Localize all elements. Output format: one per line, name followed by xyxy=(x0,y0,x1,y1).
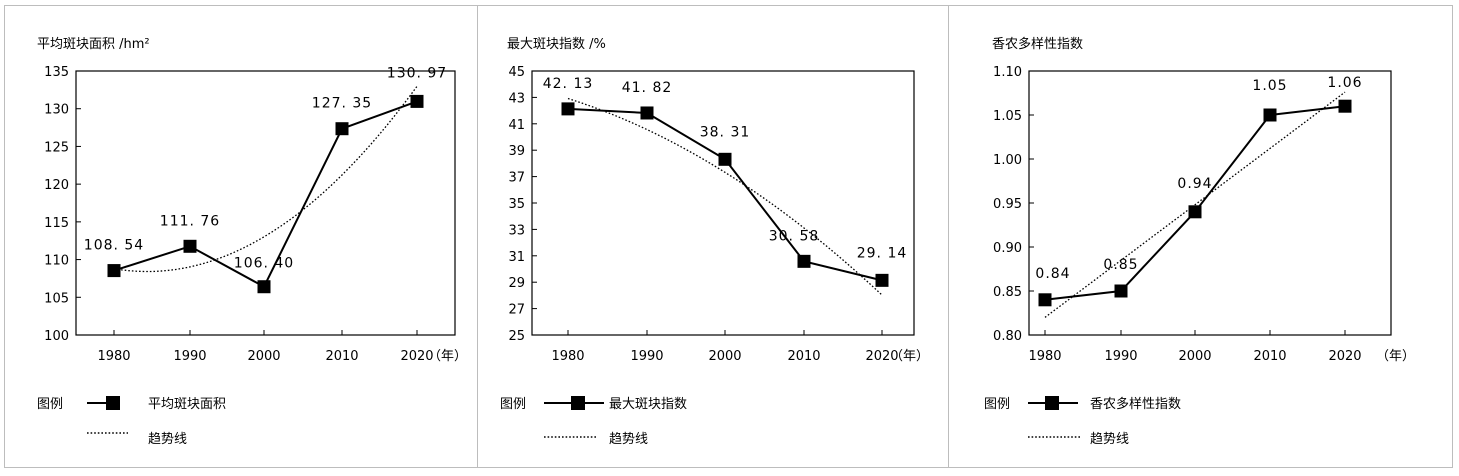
data-point-marker xyxy=(1038,293,1052,307)
legend-series-marker xyxy=(1045,396,1059,410)
x-tick-label: 1990 xyxy=(173,349,206,364)
data-label: 0.85 xyxy=(1103,257,1138,273)
y-tick-label: 37 xyxy=(508,171,525,186)
y-tick-label: 39 xyxy=(508,144,525,159)
data-label: 127. 35 xyxy=(312,96,372,112)
y-tick-label: 1.05 xyxy=(993,109,1022,124)
legend-series-label: 香农多样性指数 xyxy=(1090,396,1181,412)
y-tick-label: 1.10 xyxy=(993,65,1022,80)
chart-title: 平均斑块面积 /hm² xyxy=(37,37,150,52)
legend-trend-label: 趋势线 xyxy=(1090,431,1129,447)
y-tick-label: 35 xyxy=(508,197,525,212)
data-label: 111. 76 xyxy=(160,213,220,229)
legend-title: 图例 xyxy=(984,397,1010,412)
data-label: 30. 58 xyxy=(769,228,820,244)
y-tick-label: 1.00 xyxy=(993,153,1022,168)
y-tick-label: 45 xyxy=(508,65,525,80)
x-axis-unit-label: （年） xyxy=(1376,349,1415,364)
panel-divider xyxy=(477,5,478,468)
y-tick-label: 110 xyxy=(44,254,69,269)
legend-title: 图例 xyxy=(37,397,63,412)
y-tick-label: 0.85 xyxy=(993,285,1022,300)
data-label: 130. 97 xyxy=(387,65,447,81)
data-point-marker xyxy=(183,239,197,253)
y-tick-label: 130 xyxy=(44,103,69,118)
legend-series-label: 平均斑块面积 xyxy=(148,397,226,412)
data-label: 0.94 xyxy=(1177,176,1212,192)
x-axis-unit-label: （年） xyxy=(890,349,929,364)
x-tick-label: 1990 xyxy=(630,349,663,364)
data-label: 0.84 xyxy=(1035,266,1070,282)
plot-area xyxy=(75,70,456,336)
data-label: 108. 54 xyxy=(84,238,144,254)
data-point-marker xyxy=(797,254,811,268)
data-label: 38. 31 xyxy=(700,124,751,140)
panel-divider xyxy=(948,5,949,468)
data-point-marker xyxy=(410,94,424,108)
x-tick-label: 1980 xyxy=(551,349,584,364)
legend-series-marker xyxy=(106,396,120,410)
data-point-marker xyxy=(1263,108,1277,122)
y-tick-label: 29 xyxy=(508,276,525,291)
data-label: 42. 13 xyxy=(543,76,594,92)
x-tick-label: 1980 xyxy=(97,349,130,364)
x-axis-unit-label: （年） xyxy=(428,349,467,364)
y-tick-label: 0.95 xyxy=(993,197,1022,212)
y-tick-label: 0.80 xyxy=(993,329,1022,344)
y-tick-label: 25 xyxy=(508,329,525,344)
legend-title: 图例 xyxy=(500,397,526,412)
x-tick-label: 2000 xyxy=(247,349,280,364)
series-line xyxy=(1044,105,1346,301)
x-tick-label: 2010 xyxy=(325,349,358,364)
legend-trend-label: 趋势线 xyxy=(148,431,187,447)
data-point-marker xyxy=(1188,205,1202,219)
x-tick-label: 2000 xyxy=(708,349,741,364)
x-tick-label: 2020 xyxy=(865,349,898,364)
y-tick-label: 105 xyxy=(44,291,69,306)
data-point-marker xyxy=(257,280,271,294)
data-point-marker xyxy=(1338,99,1352,113)
figure-frame xyxy=(4,5,1453,468)
legend-series-label: 最大斑块指数 xyxy=(609,397,687,412)
x-tick-label: 2020 xyxy=(400,349,433,364)
data-point-marker xyxy=(875,273,889,287)
data-point-marker xyxy=(335,122,349,136)
trend-line xyxy=(1044,91,1346,318)
y-tick-label: 41 xyxy=(508,118,525,133)
trend-line xyxy=(567,97,883,296)
data-label: 1.05 xyxy=(1252,78,1287,94)
data-label: 29. 14 xyxy=(857,245,908,261)
data-label: 1.06 xyxy=(1327,75,1362,91)
x-tick-label: 2000 xyxy=(1178,349,1211,364)
y-tick-label: 33 xyxy=(508,223,525,238)
data-point-marker xyxy=(107,264,121,278)
chart-title: 香农多样性指数 xyxy=(992,36,1083,52)
y-tick-label: 135 xyxy=(44,65,69,80)
y-tick-label: 120 xyxy=(44,178,69,193)
trend-line xyxy=(113,85,418,273)
data-point-marker xyxy=(561,102,575,116)
data-point-marker xyxy=(718,152,732,166)
y-tick-label: 0.90 xyxy=(993,241,1022,256)
y-tick-label: 31 xyxy=(508,250,525,265)
y-tick-label: 115 xyxy=(44,216,69,231)
data-point-marker xyxy=(640,106,654,120)
legend-trend-label: 趋势线 xyxy=(609,431,648,447)
chart-title: 最大斑块指数 /% xyxy=(507,37,606,52)
x-tick-label: 1990 xyxy=(1104,349,1137,364)
x-tick-label: 1980 xyxy=(1028,349,1061,364)
x-tick-label: 2010 xyxy=(1253,349,1286,364)
x-tick-label: 2010 xyxy=(787,349,820,364)
data-point-marker xyxy=(1114,284,1128,298)
x-tick-label: 2020 xyxy=(1328,349,1361,364)
data-label: 106. 40 xyxy=(234,256,294,272)
y-tick-label: 100 xyxy=(44,329,69,344)
legend-series-marker xyxy=(571,396,585,410)
y-tick-label: 125 xyxy=(44,140,69,155)
y-tick-label: 27 xyxy=(508,303,525,318)
data-label: 41. 82 xyxy=(622,80,673,96)
y-tick-label: 43 xyxy=(508,91,525,106)
